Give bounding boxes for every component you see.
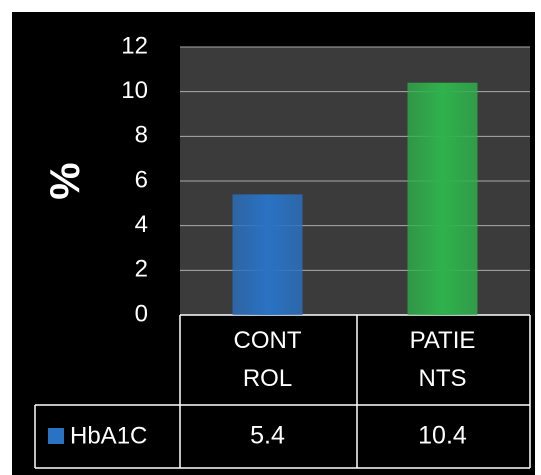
y-tick-label: 8 bbox=[135, 122, 148, 149]
y-axis-label: % bbox=[41, 162, 88, 199]
legend-marker bbox=[48, 428, 64, 444]
y-tick-label: 4 bbox=[135, 211, 148, 238]
x-tick-label: PATIENTS bbox=[409, 327, 476, 392]
y-tick-label: 12 bbox=[121, 32, 148, 59]
legend-label: HbA1C bbox=[70, 422, 147, 449]
x-tick-label: CONTROL bbox=[233, 327, 302, 392]
data-table-value: 10.4 bbox=[418, 422, 467, 450]
y-tick-label: 0 bbox=[135, 300, 148, 327]
y-tick-label: 2 bbox=[135, 256, 148, 283]
y-tick-label: 10 bbox=[121, 77, 148, 104]
data-table-value: 5.4 bbox=[250, 422, 285, 450]
y-tick-label: 6 bbox=[135, 166, 148, 193]
bar bbox=[232, 194, 303, 315]
bar bbox=[407, 82, 478, 315]
